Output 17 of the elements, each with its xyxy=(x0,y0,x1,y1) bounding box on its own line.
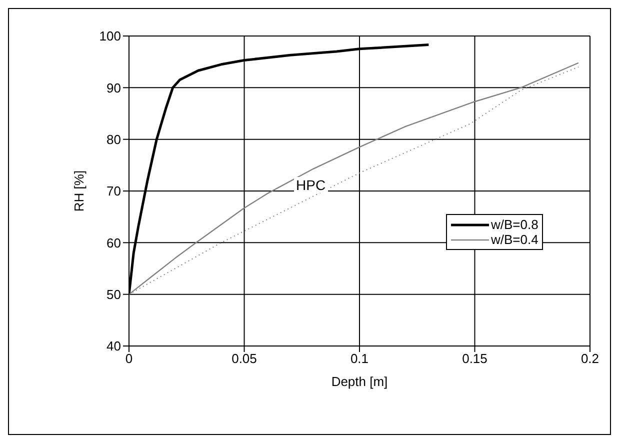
y-tick-label: 80 xyxy=(106,132,121,147)
y-tick-label: 50 xyxy=(106,286,121,302)
y-tick-label: 100 xyxy=(99,28,121,44)
x-tick-label: 0.2 xyxy=(580,351,600,366)
y-tick-label: 90 xyxy=(106,80,121,96)
x-tick-label: 0.15 xyxy=(462,351,488,366)
y-tick-label: 60 xyxy=(106,235,121,250)
x-axis-title: Depth [m] xyxy=(331,374,388,389)
x-tick-label: 0.05 xyxy=(232,351,257,366)
y-tick-label: 70 xyxy=(106,184,121,199)
y-tick-label: 40 xyxy=(106,338,121,354)
x-tick-label: 0 xyxy=(125,351,133,366)
legend-label: w/B=0.4 xyxy=(491,232,538,247)
legend-label: w/B=0.8 xyxy=(491,217,538,232)
annotation: HPC xyxy=(294,177,328,193)
y-axis-title: RH [%] xyxy=(72,170,87,212)
x-tick-label: 0.1 xyxy=(350,351,369,366)
